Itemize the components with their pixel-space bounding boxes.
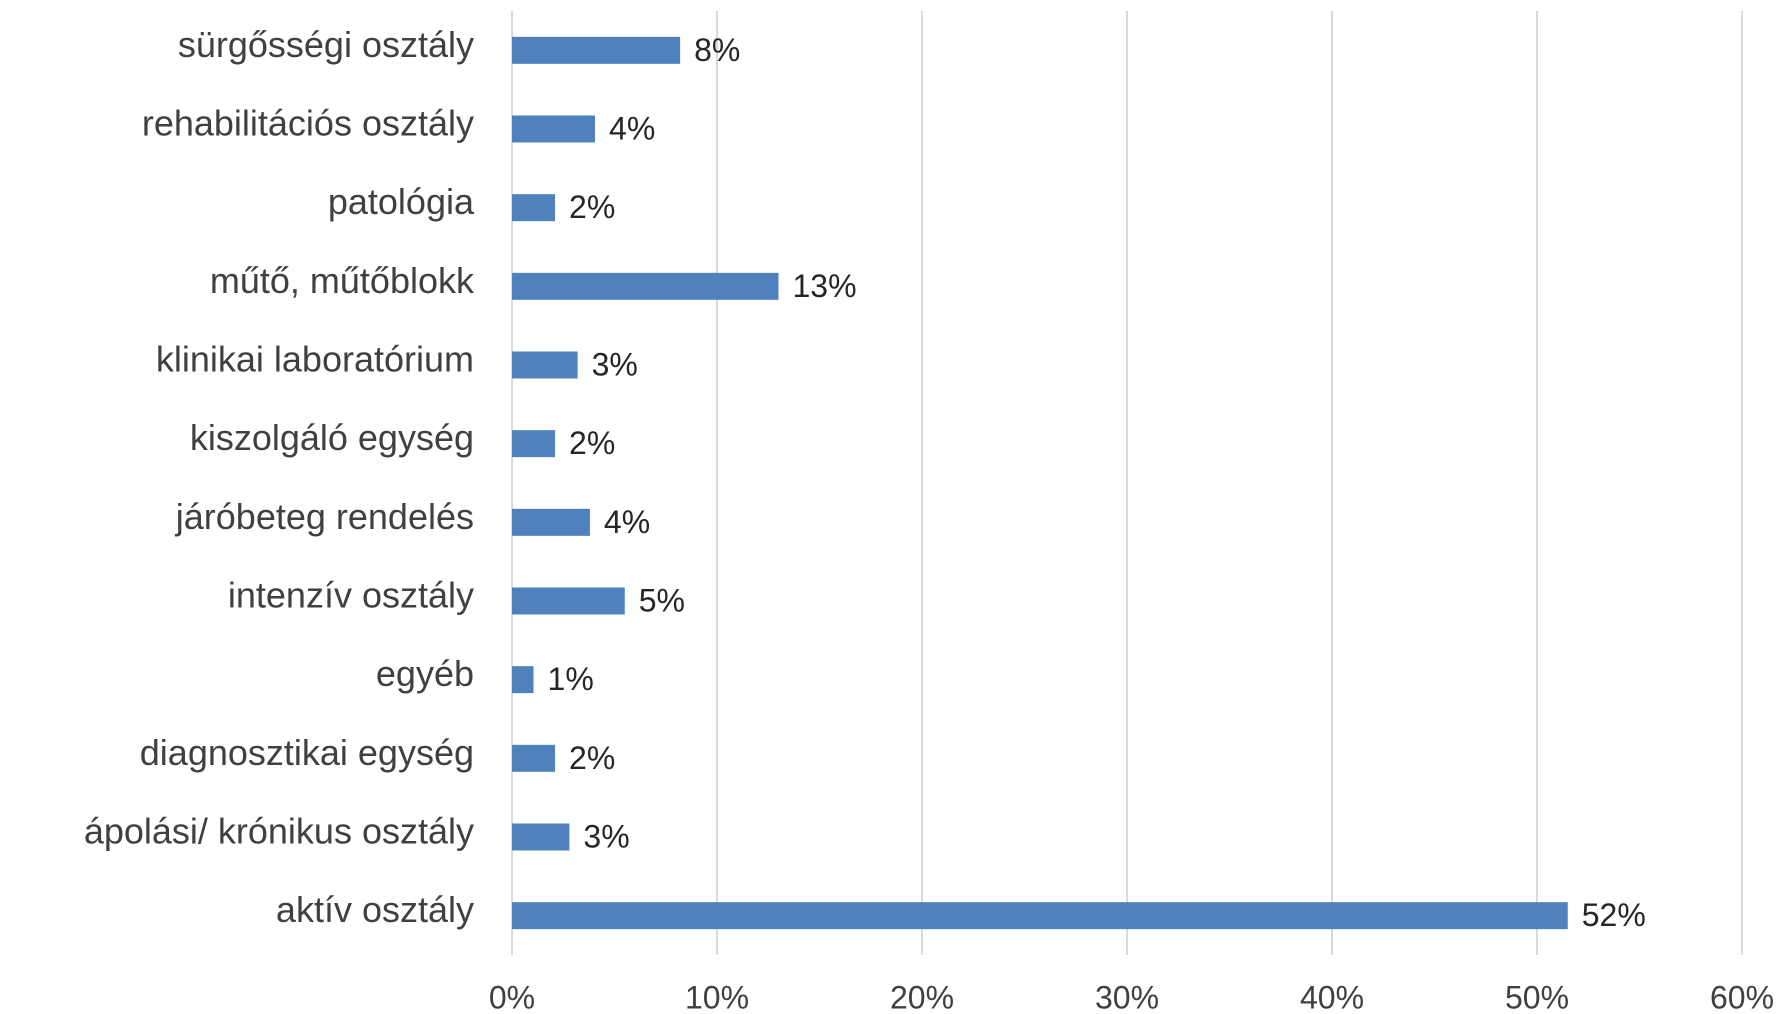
bar bbox=[512, 902, 1568, 930]
bar bbox=[512, 744, 556, 772]
bar bbox=[512, 351, 578, 379]
data-label: 13% bbox=[793, 268, 857, 304]
y-tick-label: diagnosztikai egység bbox=[140, 732, 474, 773]
y-tick-label: aktív osztály bbox=[276, 889, 474, 930]
x-tick-label: 0% bbox=[489, 979, 535, 1014]
x-tick-label: 10% bbox=[685, 979, 749, 1014]
y-tick-label: patológia bbox=[328, 181, 475, 222]
bar bbox=[512, 508, 590, 536]
data-label: 2% bbox=[569, 189, 615, 225]
bar bbox=[512, 36, 681, 64]
data-label: 4% bbox=[604, 504, 650, 540]
y-tick-label: járóbeteg rendelés bbox=[175, 496, 474, 537]
bar bbox=[512, 272, 779, 300]
y-tick-label: műtő, műtőblokk bbox=[210, 260, 475, 301]
x-tick-label: 50% bbox=[1505, 979, 1569, 1014]
data-label: 3% bbox=[583, 818, 629, 854]
y-tick-label: kiszolgáló egység bbox=[190, 417, 474, 458]
data-label: 3% bbox=[592, 346, 638, 382]
data-label: 8% bbox=[694, 32, 740, 68]
data-label: 52% bbox=[1582, 897, 1646, 933]
y-tick-label: klinikai laboratórium bbox=[156, 339, 474, 380]
bar bbox=[512, 823, 570, 851]
data-label: 2% bbox=[569, 740, 615, 776]
y-tick-label: sürgősségi osztály bbox=[178, 24, 474, 65]
bar bbox=[512, 194, 556, 222]
data-label: 2% bbox=[569, 425, 615, 461]
y-tick-label: rehabilitációs osztály bbox=[142, 103, 474, 144]
bar bbox=[512, 115, 596, 143]
bar bbox=[512, 430, 556, 458]
data-label: 5% bbox=[639, 582, 685, 618]
x-tick-label: 30% bbox=[1095, 979, 1159, 1014]
y-tick-label: intenzív osztály bbox=[228, 575, 474, 616]
x-tick-label: 60% bbox=[1710, 979, 1774, 1014]
y-tick-label: egyéb bbox=[376, 653, 474, 694]
bar bbox=[512, 666, 534, 694]
data-label: 4% bbox=[609, 110, 655, 146]
x-tick-label: 20% bbox=[890, 979, 954, 1014]
x-tick-label: 40% bbox=[1300, 979, 1364, 1014]
data-label: 1% bbox=[548, 661, 594, 697]
y-tick-label: ápolási/ krónikus osztály bbox=[84, 811, 474, 852]
bar bbox=[512, 587, 625, 615]
